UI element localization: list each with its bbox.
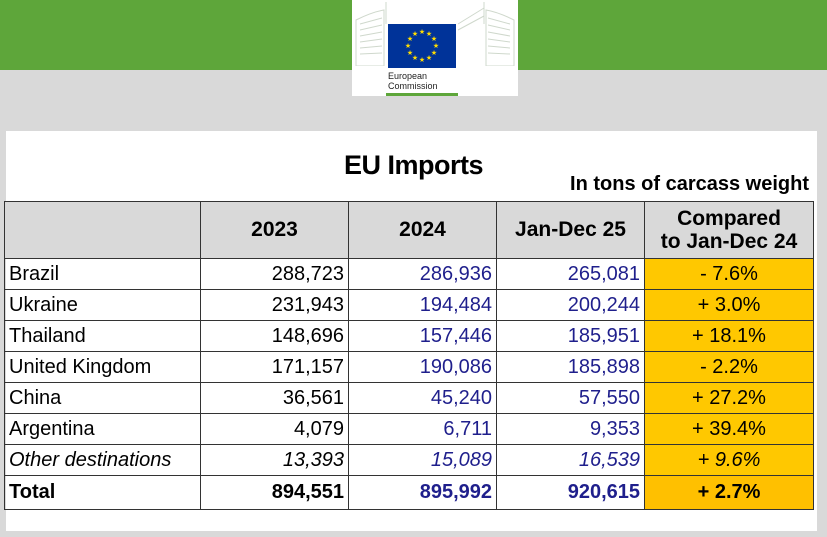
country-cell: Thailand [4, 320, 201, 352]
logo-underline [386, 93, 458, 96]
header-2023: 2023 [200, 201, 349, 259]
table-row-other: Other destinations 13,393 15,089 16,539 … [4, 444, 814, 476]
ec-logo: ★ ★ ★ ★ ★ ★ ★ ★ ★ ★ ★ ★ European Commiss… [352, 0, 518, 96]
value-2024: 45,240 [348, 382, 497, 414]
change-cell: + 18.1% [644, 320, 814, 352]
value-2024: 157,446 [348, 320, 497, 352]
svg-text:★: ★ [412, 30, 418, 38]
value-2023: 36,561 [200, 382, 349, 414]
header-compared-line1: Compared [677, 207, 781, 230]
svg-text:★: ★ [405, 42, 411, 50]
value-2024: 194,484 [348, 289, 497, 321]
change-cell: + 3.0% [644, 289, 814, 321]
table-row: Thailand 148,696 157,446 185,951 + 18.1% [4, 320, 814, 352]
header-country [4, 201, 201, 259]
report-subtitle: In tons of carcass weight [570, 173, 809, 195]
table-row-total: Total 894,551 895,992 920,615 + 2.7% [4, 475, 814, 510]
table-header-row: 2023 2024 Jan-Dec 25 Compared to Jan-Dec… [4, 201, 814, 259]
header-jan-dec-25: Jan-Dec 25 [496, 201, 645, 259]
value-2024: 286,936 [348, 258, 497, 290]
value-2023: 13,393 [200, 444, 349, 476]
value-2025: 200,244 [496, 289, 645, 321]
value-2025: 16,539 [496, 444, 645, 476]
change-cell: - 7.6% [644, 258, 814, 290]
berlaymont-building-icon [355, 2, 515, 66]
header-compared: Compared to Jan-Dec 24 [644, 201, 814, 259]
value-2025: 9,353 [496, 413, 645, 445]
value-2025: 185,951 [496, 320, 645, 352]
value-2024: 190,086 [348, 351, 497, 383]
country-cell: China [4, 382, 201, 414]
value-2025: 57,550 [496, 382, 645, 414]
change-cell: - 2.2% [644, 351, 814, 383]
svg-text:★: ★ [426, 54, 432, 62]
value-2023: 4,079 [200, 413, 349, 445]
country-cell: Brazil [4, 258, 201, 290]
svg-text:★: ★ [419, 28, 425, 36]
header-2024: 2024 [348, 201, 497, 259]
value-2023: 171,157 [200, 351, 349, 383]
table-row: Brazil 288,723 286,936 265,081 - 7.6% [4, 258, 814, 290]
change-cell: + 9.6% [644, 444, 814, 476]
svg-text:★: ★ [431, 35, 437, 43]
country-cell: Ukraine [4, 289, 201, 321]
value-2023: 148,696 [200, 320, 349, 352]
total-change: + 2.7% [644, 475, 814, 510]
svg-text:★: ★ [419, 56, 425, 64]
country-cell: Other destinations [4, 444, 201, 476]
country-cell: Argentina [4, 413, 201, 445]
total-2025: 920,615 [496, 475, 645, 510]
svg-text:★: ★ [407, 49, 413, 57]
svg-text:★: ★ [431, 49, 437, 57]
change-cell: + 27.2% [644, 382, 814, 414]
svg-text:★: ★ [407, 35, 413, 43]
header-compared-line2: to Jan-Dec 24 [660, 230, 798, 253]
value-2025: 185,898 [496, 351, 645, 383]
svg-text:★: ★ [426, 30, 432, 38]
table-row: Ukraine 231,943 194,484 200,244 + 3.0% [4, 289, 814, 321]
total-label: Total [4, 475, 201, 510]
report-title: EU Imports [343, 150, 484, 180]
value-2023: 231,943 [200, 289, 349, 321]
value-2024: 15,089 [348, 444, 497, 476]
value-2023: 288,723 [200, 258, 349, 290]
value-2024: 6,711 [348, 413, 497, 445]
total-2023: 894,551 [200, 475, 349, 510]
svg-text:★: ★ [433, 42, 439, 50]
table-row: Argentina 4,079 6,711 9,353 + 39.4% [4, 413, 814, 445]
ec-logo-line2: Commission [388, 81, 438, 91]
country-cell: United Kingdom [4, 351, 201, 383]
imports-table: 2023 2024 Jan-Dec 25 Compared to Jan-Dec… [4, 201, 814, 510]
change-cell: + 39.4% [644, 413, 814, 445]
table-row: United Kingdom 171,157 190,086 185,898 -… [4, 351, 814, 383]
ec-logo-line1: European [388, 71, 428, 81]
total-2024: 895,992 [348, 475, 497, 510]
svg-text:★: ★ [412, 54, 418, 62]
eu-flag-icon: ★ ★ ★ ★ ★ ★ ★ ★ ★ ★ ★ ★ [388, 24, 456, 68]
table-row: China 36,561 45,240 57,550 + 27.2% [4, 382, 814, 414]
value-2025: 265,081 [496, 258, 645, 290]
ec-logo-text: European Commission [388, 71, 438, 91]
